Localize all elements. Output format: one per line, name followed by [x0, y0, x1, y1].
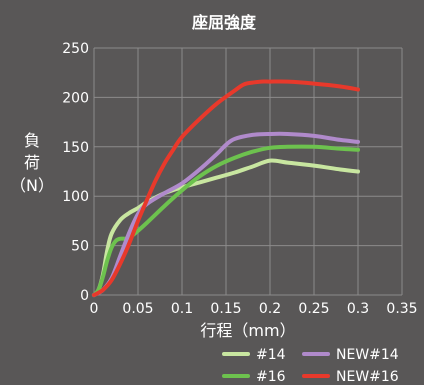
x-axis-label: 行程（mm）	[200, 321, 295, 340]
series-lines	[92, 79, 360, 297]
legend-item: NEW#14	[302, 347, 399, 363]
series-line-new14	[92, 131, 360, 297]
legend-label: #14	[256, 347, 286, 363]
y-tick-label: 250	[62, 41, 89, 57]
chart-title: 座屈強度	[191, 13, 257, 32]
legend-item: #16	[222, 369, 286, 385]
y-tick-label: 100	[62, 189, 89, 205]
y-axis-label-char: （N）	[10, 176, 54, 195]
y-axis-label: 負荷 （N）	[10, 131, 54, 195]
grid	[93, 47, 403, 296]
y-tick-label: 0	[80, 288, 89, 304]
y-axis-ticks: 0 50 100 150 200 250	[62, 41, 89, 304]
legend-label: NEW#16	[336, 369, 399, 385]
x-tick-label: 0.1	[171, 301, 193, 317]
y-tick-label: 50	[71, 239, 89, 255]
legend-label: NEW#14	[336, 347, 399, 363]
legend: #14 #16 NEW#14 NEW#16	[222, 347, 399, 385]
x-tick-label: 0.35	[386, 301, 417, 317]
y-tick-label: 200	[62, 90, 89, 106]
x-tick-label: 0	[90, 301, 99, 317]
series-line-new16	[92, 79, 360, 297]
x-tick-label: 0.2	[259, 301, 281, 317]
series-line-16	[92, 144, 360, 297]
x-tick-label: 0.05	[122, 301, 153, 317]
x-tick-label: 0.25	[298, 301, 329, 317]
x-tick-label: 0.15	[210, 301, 241, 317]
y-axis-label-char: 荷	[24, 153, 40, 172]
x-tick-label: 0.3	[347, 301, 369, 317]
legend-label: #16	[256, 369, 286, 385]
legend-item: #14	[222, 347, 286, 363]
y-axis-label-char: 負	[24, 131, 40, 150]
legend-item: NEW#16	[302, 369, 399, 385]
y-tick-label: 150	[62, 140, 89, 156]
x-axis-ticks: 0 0.05 0.1 0.15 0.2 0.25 0.3 0.35	[90, 301, 418, 317]
